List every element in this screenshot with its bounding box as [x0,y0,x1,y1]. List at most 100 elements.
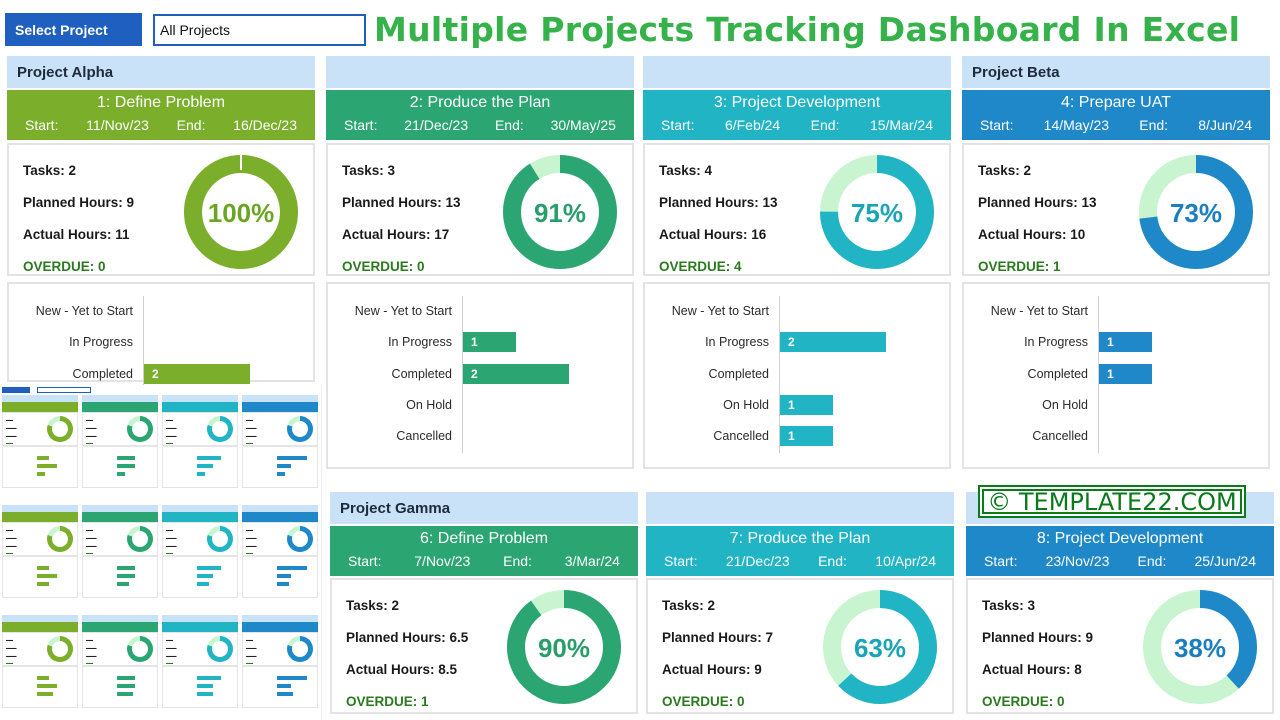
thumb-strip [2,615,78,622]
thumb-bars [242,446,318,488]
project-select-dropdown[interactable]: All Projects [153,14,366,46]
watermark-badge: © TEMPLATE22.COM [978,485,1246,518]
planned-hours-label: Planned Hours: [23,195,123,210]
planned-hours-line: Planned Hours: 6.5 [346,630,468,645]
tasks-label: Tasks: [342,163,384,178]
phase-header: 3: Project Development Start: 6/Feb/24 E… [643,90,951,140]
tasks-line: Tasks: 2 [662,598,715,613]
completion-donut-chart [500,152,620,277]
thumb-stats: ▬▬ ▬▬▬ ▬▬▬ ▬▬ [242,412,318,446]
start-label: Start: [25,117,59,133]
actual-hours-line: Actual Hours: 9 [662,662,762,677]
phase-title: 7: Produce the Plan [729,530,871,547]
start-label: Start: [661,117,695,133]
page-title: Multiple Projects Tracking Dashboard In … [374,10,1241,49]
phase-header: 6: Define Problem Start: 7/Nov/23 End: 3… [330,526,638,576]
phase-stats-card: Tasks: 2 Planned Hours: 6.5 Actual Hours… [330,578,638,714]
completion-donut-chart [1140,587,1260,712]
status-category-label: Cancelled [1032,429,1088,444]
actual-hours-label: Actual Hours: [982,662,1071,677]
status-category-label: Completed [72,366,133,381]
completion-percent: 100% [207,198,275,228]
tasks-label: Tasks: [346,598,388,613]
chart-axis [462,296,463,453]
tasks-value: 2 [68,163,77,178]
overdue-value: 1 [421,694,429,709]
thumb-stats: ▬▬ ▬▬▬ ▬▬▬ ▬▬ [162,522,238,556]
thumb-strip [82,395,158,402]
thumb-stats: ▬▬ ▬▬▬ ▬▬▬ ▬▬ [242,632,318,666]
completion-donut-chart [181,152,301,277]
completion-donut-chart [820,587,940,712]
completion-percent: 38% [1173,633,1227,663]
planned-hours-label: Planned Hours: [342,195,442,210]
project-gamma-header: Project Gamma [330,492,638,524]
thumb-ring [47,416,73,442]
completion-percent: 73% [1169,198,1223,228]
thumb-panel: ▬▬ ▬▬▬ ▬▬▬ ▬▬ [242,395,318,488]
dashboard-thumbnail-preview: ▬▬ ▬▬▬ ▬▬▬ ▬▬ ▬▬ ▬▬▬ ▬▬▬ ▬▬ [0,385,322,720]
phase-title: 4: Prepare UAT [1061,94,1171,111]
phase-stats-card: Tasks: 2 Planned Hours: 13 Actual Hours:… [962,143,1270,276]
actual-hours-value: 17 [434,227,450,242]
status-category-label: Cancelled [396,429,452,444]
thumb-panel: ▬▬ ▬▬▬ ▬▬▬ ▬▬ [2,505,78,598]
status-category-label: In Progress [388,335,452,350]
thumb-stats: ▬▬ ▬▬▬ ▬▬▬ ▬▬ [162,412,238,446]
status-category-label: Completed [1027,366,1088,381]
thumb-bars [242,666,318,708]
tasks-label: Tasks: [23,163,65,178]
thumb-stats: ▬▬ ▬▬▬ ▬▬▬ ▬▬ [2,412,78,446]
project-beta-header: Project Beta [962,56,1270,88]
planned-hours-label: Planned Hours: [662,630,762,645]
thumb-bars [2,446,78,488]
thumb-bars [82,446,158,488]
overdue-line: OVERDUE: 0 [982,694,1065,709]
thumb-panel: ▬▬ ▬▬▬ ▬▬▬ ▬▬ [162,395,238,488]
start-date: 7/Nov/23 [414,553,471,569]
start-date: 11/Nov/23 [86,117,149,133]
planned-hours-value: 9 [1085,630,1094,645]
start-label: Start: [664,553,698,569]
thumb-stats: ▬▬ ▬▬▬ ▬▬▬ ▬▬ [2,522,78,556]
thumb-bars [2,556,78,598]
planned-hours-line: Planned Hours: 7 [662,630,773,645]
status-category-label: In Progress [1024,335,1088,350]
overdue-label: OVERDUE: [662,694,734,709]
actual-hours-label: Actual Hours: [978,227,1067,242]
tasks-value: 3 [1027,598,1036,613]
phase-header: 7: Produce the Plan Start: 21/Dec/23 End… [646,526,954,576]
thumb-ring [207,636,233,662]
tasks-value: 4 [704,163,713,178]
planned-hours-value: 7 [765,630,774,645]
thumb-panel: ▬▬ ▬▬▬ ▬▬▬ ▬▬ [82,395,158,488]
phase-dates: Start: 21/Dec/23 End: 10/Apr/24 [646,551,954,569]
thumb-phase [242,512,318,522]
end-label: End: [503,553,532,569]
end-label: End: [176,117,206,133]
phase-dates: Start: 23/Nov/23 End: 25/Jun/24 [966,551,1274,569]
status-bar: 2 [463,363,569,384]
actual-hours-label: Actual Hours: [23,227,112,242]
overdue-label: OVERDUE: [982,694,1054,709]
thumb-bars [242,556,318,598]
completion-percent: 91% [533,198,587,228]
end-date: 3/Mar/24 [564,553,620,569]
phase-title: 3: Project Development [713,94,881,111]
completion-percent: 63% [853,633,907,663]
overdue-line: OVERDUE: 0 [23,259,106,274]
status-category-label: On Hold [723,397,769,412]
completion-donut-chart [817,152,937,277]
thumb-phase [82,622,158,632]
planned-hours-line: Planned Hours: 13 [978,195,1097,210]
overdue-value: 0 [98,259,106,274]
status-category-label: In Progress [69,335,133,350]
thumb-stats: ▬▬ ▬▬▬ ▬▬▬ ▬▬ [2,632,78,666]
thumb-strip [82,505,158,512]
end-date: 15/Mar/24 [869,117,933,133]
planned-hours-value: 6.5 [449,630,469,645]
actual-hours-label: Actual Hours: [659,227,748,242]
project-alpha-header: Project Alpha [7,56,315,88]
planned-hours-label: Planned Hours: [978,195,1078,210]
phase-stats-card: Tasks: 3 Planned Hours: 9 Actual Hours: … [966,578,1274,714]
